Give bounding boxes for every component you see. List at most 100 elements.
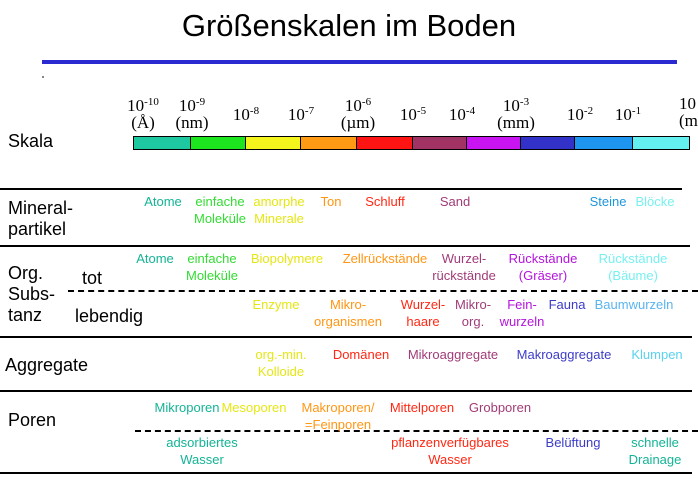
org-lebendig-item-line1: Baumwurzeln (594, 297, 674, 312)
scale-tick-unit: (m (679, 111, 698, 130)
poren-item-line1: Makroporen/ (301, 400, 375, 415)
org-lebendig-item: Fein-wurzeln (452, 296, 592, 330)
mineral-item-line2: Minerale (254, 211, 304, 226)
mineral-item: Atome (93, 193, 233, 210)
scale-tick-value: 10 (399, 105, 417, 124)
aggregate-item: Domänen (291, 346, 431, 363)
scale-tick-value: 10 (127, 96, 145, 115)
org-tot-item-line1: Rückstände (508, 251, 578, 266)
org-lebendig-item-line1: Mikro- (329, 297, 367, 312)
aggregate-item: org.-min. Kolloide (211, 346, 351, 380)
scale-tick-exponent: -8 (249, 105, 260, 117)
scale-tick-value: 10 (232, 105, 250, 124)
decorative-dot (42, 76, 44, 78)
scale-tick-value: 10 (566, 105, 584, 124)
poren-item-line1: Grobporen (468, 400, 532, 415)
org-lebendig-item: Enzyme (206, 296, 346, 313)
mineral-item-line1: einfache (195, 194, 245, 209)
poren-item-line1: Mesoporen (221, 400, 287, 415)
mineral-label-line1: Mineral- (8, 198, 74, 218)
org-lebendig-item-line2: wurzeln (499, 314, 545, 329)
mineral-item: einfache Moleküle (150, 193, 290, 227)
mineral-item: Schluff (315, 193, 455, 210)
org-tot-item-line1: Wurzel- (441, 251, 487, 266)
aggregate-item-line1: Makroaggregate (516, 347, 612, 362)
page-title: Größenskalen im Boden (181, 8, 517, 43)
scale-tick-exponent: -10 (144, 96, 159, 108)
org-tot-item-line1: Biopolymere (250, 251, 324, 266)
org-lebendig-item-line2: organismen (314, 314, 382, 329)
scale-tick: 10-9 (nm) (162, 94, 222, 131)
org-tot-item-line1: Rückstände (598, 251, 668, 266)
scale-tick-unit: (µm) (340, 113, 376, 132)
mineral-item: Sand (385, 193, 525, 210)
scale-tick-value: 10 (178, 96, 196, 115)
mineral-item: Steine (538, 193, 678, 210)
mineral-item-line1: Schluff (365, 194, 405, 209)
poren-item-line1: Mikroporen (154, 400, 220, 415)
org-tot-item-line1: einfache (187, 251, 237, 266)
scale-tick: 10-7 (271, 103, 331, 123)
org-tot-item-line2: Moleküle (185, 268, 239, 283)
aggregate-item: Klumpen (587, 346, 698, 363)
org-tot-item-line1: Zellrückstände (342, 251, 428, 266)
aggregate-item: Makroaggregate (494, 346, 634, 363)
scale-color-segment (190, 137, 246, 149)
org-lebendig-item: Fauna (497, 296, 637, 313)
org-tot-item-line2: (Bäume) (608, 268, 658, 283)
scale-tick: 10-3 (mm) (486, 94, 546, 131)
scale-tick: 10 (m (679, 92, 698, 129)
mineral-item: Blöcke (585, 193, 698, 210)
poren-item: Mittelporen (352, 399, 492, 416)
wasser-item-line2: Wasser (180, 452, 224, 467)
wasser-item-line2: Wasser (428, 452, 472, 467)
scale-tick: 10-6 (µm) (328, 94, 388, 131)
org-lebendig-item-line1: Fauna (548, 297, 586, 312)
wasser-item-line1: schnelle (631, 435, 679, 450)
row-divider (0, 188, 682, 190)
org-tot-item-line2: rückstände (432, 268, 496, 283)
org-lebendig-item: Mikro-organismen (278, 296, 418, 330)
org-label-line2: Subs- (8, 284, 56, 304)
scale-tick-exponent: -4 (465, 105, 476, 117)
org-label-line1: Org. (8, 263, 44, 283)
aggregate-item: Mikroaggregate (383, 346, 523, 363)
wasser-item-line2: Drainage (628, 452, 682, 467)
wasser-item-line1: Belüftung (545, 435, 601, 450)
scale-label: Skala (8, 131, 54, 151)
org-label-line3: tanz (8, 305, 43, 325)
mineral-label-line2: partikel (8, 219, 67, 239)
poren-item: Makroporen/ =Feinporen (268, 399, 408, 433)
scale-color-segment (357, 137, 413, 149)
scale-tick-exponent: -1 (631, 105, 642, 117)
mineral-item-line1: Ton (320, 194, 342, 209)
scale-color-segment (633, 137, 689, 149)
scale-tick-value: 10 (448, 105, 466, 124)
aggregate-item-line2: Kolloide (257, 364, 305, 379)
row-divider (0, 336, 692, 338)
aggregate-item-line1: Klumpen (631, 347, 683, 362)
scale-tick: 10-4 (432, 103, 492, 123)
org-lebendig-item-line1: Mikro- (454, 297, 492, 312)
scale-color-segment (575, 137, 634, 149)
mineral-item-line1: Sand (439, 194, 471, 209)
mineral-item: Ton (261, 193, 401, 210)
scale-tick-value: 10 (287, 105, 305, 124)
scale-tick-value: 10 (614, 105, 632, 124)
mineral-item-line1: Atome (144, 194, 182, 209)
scale-tick-value: 10 (679, 94, 696, 113)
tot-label: tot (82, 268, 103, 288)
scale-color-bar (133, 136, 690, 150)
scale-tick-exponent: -2 (583, 105, 594, 117)
poren-item: Mikroporen (117, 399, 257, 416)
wasser-item: adsorbiertes Wasser (132, 434, 272, 468)
scale-tick-value: 10 (344, 96, 362, 115)
org-tot-item-line1: Atome (136, 251, 174, 266)
scale-color-segment (520, 137, 576, 149)
org-lebendig-item-line1: Enzyme (252, 297, 300, 312)
org-tot-item: Wurzel-rückstände (394, 250, 534, 284)
scale-tick: 10-8 (216, 103, 276, 123)
poren-item: Mesoporen (184, 399, 324, 416)
org-lebendig-item-line1: Fein- (507, 297, 537, 312)
scale-tick: 10-5 (383, 103, 443, 123)
